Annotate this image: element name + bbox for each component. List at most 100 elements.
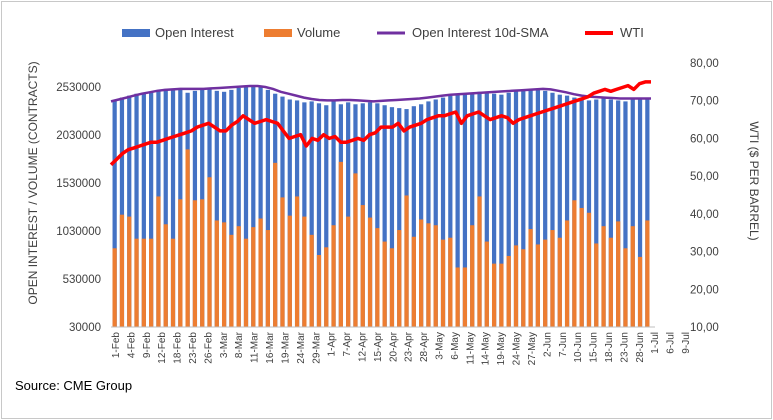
- x-tick-label: 15-Jun: [589, 332, 600, 363]
- open-interest-bar: [163, 88, 168, 327]
- volume-bar: [185, 149, 190, 327]
- open-interest-bar: [630, 98, 635, 328]
- open-interest-bar: [258, 87, 263, 327]
- volume-bar: [229, 234, 234, 327]
- y-right-tick-label: 10,00: [690, 322, 719, 334]
- y-left-tick-label: 2530000: [56, 82, 101, 94]
- volume-bar: [243, 238, 249, 327]
- volume-bar: [521, 249, 526, 327]
- volume-bar: [309, 234, 314, 327]
- x-tick-label: 19-Mar: [281, 331, 292, 363]
- x-tick-label: 12-Feb: [157, 332, 168, 364]
- y-right-tick-label: 60,00: [690, 133, 719, 145]
- volume-bar: [141, 238, 146, 327]
- open-interest-bar: [470, 92, 475, 327]
- x-tick-label: 24-Mar: [296, 331, 307, 363]
- x-tick-label: 9-Feb: [142, 332, 153, 359]
- y-axis-left-tick-labels: 30000 530000 1030000 1530000 2030000 2530000: [56, 82, 101, 334]
- x-tick-label: 29-Mar: [311, 331, 322, 363]
- volume-bar: [564, 220, 570, 327]
- open-interest-bar: [455, 94, 460, 328]
- volume-bar: [448, 237, 453, 327]
- open-interest-bar: [528, 88, 533, 327]
- x-tick-label: 6-May: [450, 332, 461, 360]
- y-right-tick-label: 20,00: [690, 284, 719, 296]
- x-tick-label: 2-Jun: [542, 332, 553, 357]
- volume-bar: [119, 214, 125, 327]
- open-interest-bar: [521, 89, 526, 327]
- volume-bar: [419, 219, 424, 327]
- open-interest-bar: [419, 104, 424, 327]
- open-interest-bar: [324, 105, 329, 328]
- open-interest-bar: [397, 108, 402, 328]
- volume-bar: [200, 199, 205, 327]
- volume-bar: [645, 220, 650, 327]
- volume-bar: [499, 263, 504, 327]
- volume-bar: [579, 207, 584, 327]
- y-left-tick-label: 2030000: [56, 130, 101, 142]
- volume-bar: [338, 161, 343, 327]
- open-interest-bar: [236, 87, 241, 328]
- y-right-tick-label: 40,00: [690, 209, 719, 221]
- open-interest-bar: [214, 90, 219, 327]
- open-interest-bar: [506, 92, 511, 327]
- volume-bar: [550, 230, 555, 327]
- open-interest-bar: [367, 102, 373, 327]
- open-interest-bar: [221, 91, 227, 327]
- y-axis-right-title: WTI ($ PER BARREL): [747, 121, 761, 240]
- volume-bar: [506, 255, 511, 327]
- volume-bar: [375, 228, 380, 327]
- x-tick-label: 7-Apr: [342, 331, 353, 356]
- open-interest-bar: [287, 99, 292, 327]
- x-tick-label: 15-Apr: [373, 331, 384, 362]
- volume-bar: [389, 248, 395, 327]
- volume-bar: [397, 230, 402, 327]
- open-interest-bar: [513, 90, 519, 327]
- open-interest-bar: [265, 89, 271, 327]
- volume-bar: [528, 229, 533, 327]
- volume-bar: [477, 196, 482, 327]
- volume-bar: [156, 196, 161, 327]
- legend-label-open-interest: Open Interest: [155, 25, 234, 40]
- volume-bar: [280, 197, 285, 327]
- y-axis-left-title: OPEN INTEREST / VOLUME (CONTRACTS): [26, 61, 40, 304]
- open-interest-bar: [448, 95, 453, 327]
- legend-label-volume: Volume: [297, 25, 340, 40]
- x-tick-label: 24-May: [512, 332, 523, 365]
- open-interest-bar: [484, 92, 489, 327]
- y-right-tick-label: 30,00: [690, 247, 719, 259]
- open-interest-bar: [375, 103, 380, 327]
- open-interest-bar: [491, 93, 497, 327]
- volume-bar: [382, 241, 387, 327]
- open-interest-bar: [637, 97, 643, 327]
- open-interest-bar: [141, 92, 146, 327]
- legend-swatch-open-interest: [122, 29, 150, 37]
- volume-bar: [630, 226, 635, 327]
- x-tick-label: 18-Feb: [173, 332, 184, 364]
- x-tick-label: 28-Apr: [419, 331, 430, 362]
- source-note: Source: CME Group: [15, 378, 133, 393]
- open-interest-bar: [149, 91, 154, 327]
- open-interest-bar: [594, 99, 599, 327]
- legend-label-oi-sma: Open Interest 10d-SMA: [412, 25, 549, 40]
- open-interest-bar: [462, 93, 468, 327]
- volume-bar: [127, 216, 132, 327]
- open-interest-bar: [543, 90, 548, 327]
- x-tick-label: 1-Feb: [111, 332, 122, 359]
- volume-bar: [491, 263, 497, 327]
- x-tick-label: 18-Jun: [604, 332, 615, 363]
- volume-bar: [586, 212, 592, 327]
- y-right-tick-label: 70,00: [690, 96, 719, 108]
- x-tick-label: 1-Jul: [650, 332, 661, 354]
- volume-bar: [258, 218, 263, 327]
- open-interest-bar: [623, 101, 628, 328]
- y-left-tick-label: 530000: [63, 274, 101, 286]
- open-interest-bar: [134, 93, 139, 327]
- x-tick-label: 7-Jun: [558, 332, 569, 357]
- open-interest-bar: [346, 102, 351, 327]
- open-interest-bar: [309, 101, 314, 328]
- x-tick-label: 16-Mar: [265, 331, 276, 363]
- x-tick-label: 14-May: [481, 332, 492, 365]
- volume-bars: [112, 149, 650, 327]
